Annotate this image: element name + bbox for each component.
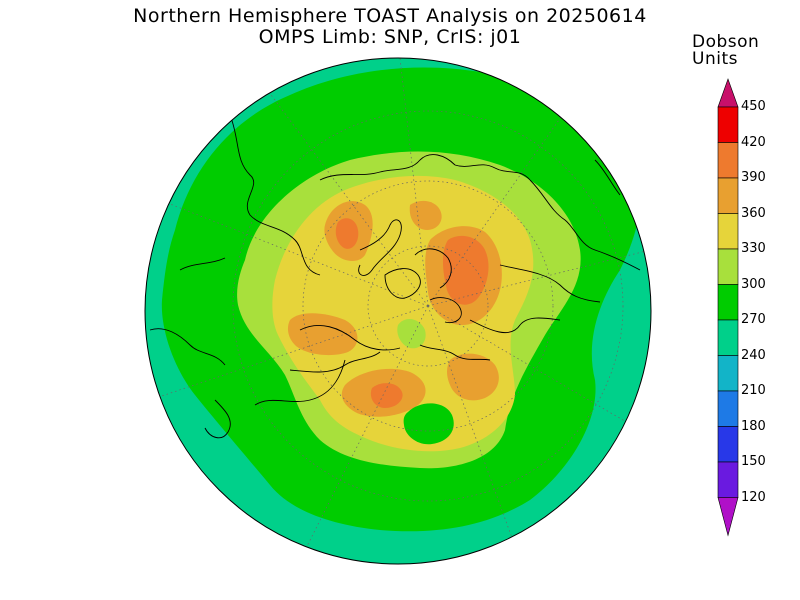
contour-fill-layer (145, 58, 651, 564)
colorbar-segment (717, 248, 739, 285)
contour-390-core-c (370, 383, 403, 408)
contour-390-core-b (442, 235, 489, 305)
colorbar-units-line2: Units (692, 49, 738, 69)
colorbar-top-arrow (717, 78, 739, 108)
colorbar-units-label: Dobson Units (692, 34, 759, 68)
colorbar-tick-label: 270 (741, 312, 766, 327)
colorbar-segment (717, 426, 739, 463)
colorbar-tick-label: 330 (741, 241, 766, 256)
colorbar-tick-label: 390 (741, 170, 766, 185)
colorbar-segment (717, 355, 739, 392)
contour-270-inclusion (403, 403, 454, 445)
graticule (149, 58, 651, 561)
colorbar-tick-label: 420 (741, 134, 766, 150)
colorbar-tick-label: 300 (741, 276, 766, 292)
colorbar-tick-label: 120 (741, 489, 766, 505)
colorbar-tick-label: 360 (741, 205, 766, 221)
colorbar-segment (717, 319, 739, 356)
contour-390-core-a (335, 218, 359, 249)
colorbar-units-line1: Dobson (692, 32, 760, 52)
colorbar-tick-label: 450 (741, 99, 766, 114)
colorbar-segment (717, 142, 739, 179)
contour-360-patch-e (447, 353, 499, 401)
colorbar-tick-label: 180 (741, 418, 766, 434)
colorbar-segment (717, 461, 739, 498)
contour-360-patch-f (409, 200, 442, 230)
map-title: Northern Hemisphere TOAST Analysis on 20… (133, 5, 647, 27)
contour-300-inclusion (397, 318, 426, 349)
contour-360-patch-c (287, 313, 358, 356)
coastlines (149, 114, 641, 439)
colorbar-segment (717, 213, 739, 250)
colorbar-segment (717, 390, 739, 427)
colorbar-segment (717, 284, 739, 321)
colorbar-tick-label: 150 (741, 454, 766, 469)
colorbar-bottom-arrow (717, 497, 739, 537)
map-subtitle: OMPS Limb: SNP, CrIS: j01 (258, 26, 522, 48)
colorbar (717, 78, 739, 537)
colorbar-segment (717, 106, 739, 143)
map-disk-outline (144, 57, 652, 565)
colorbar-segment (717, 177, 739, 214)
colorbar-tick-label: 240 (741, 347, 766, 363)
colorbar-tick-label: 210 (741, 383, 766, 398)
